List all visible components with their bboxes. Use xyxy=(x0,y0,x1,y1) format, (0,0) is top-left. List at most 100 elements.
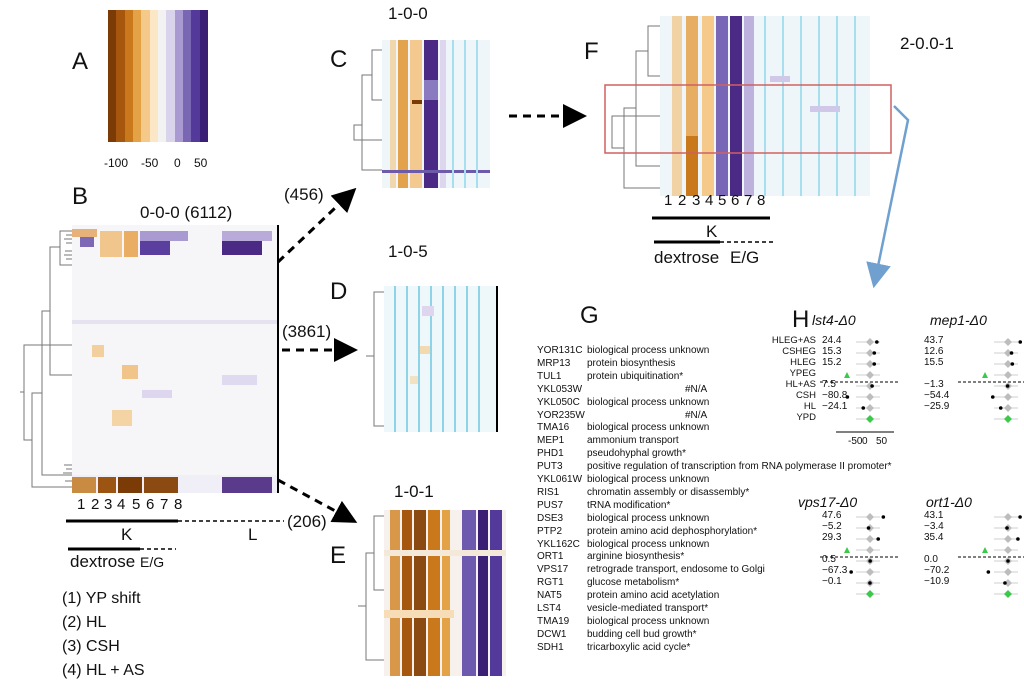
dot-plot-value: 0.0 xyxy=(924,554,938,565)
panel-b-col-5: 5 xyxy=(132,496,141,513)
dot-plot-point xyxy=(872,351,877,355)
panel-f-col-3: 3 xyxy=(692,192,701,209)
panel-f-highlight-box xyxy=(604,84,892,154)
dot-plot-triangle xyxy=(982,372,988,378)
dot-plot-value: −80.8 xyxy=(822,390,848,401)
panel-f-title: 2-0.0-1 xyxy=(900,34,954,53)
gene-process: protein amino acid dephosphorylation* xyxy=(587,525,758,537)
panel-f-heatmap xyxy=(660,16,870,196)
gene-process: tRNA modification* xyxy=(587,499,671,511)
panel-b-dendrogram xyxy=(20,230,72,488)
dot-plot-point xyxy=(990,395,995,399)
dot-plot-point xyxy=(1010,362,1015,366)
gene-process: biological process unknown xyxy=(587,615,710,627)
gene-name: YKL053W xyxy=(537,383,583,395)
plot-3-title: vps17-Δ0 xyxy=(798,494,858,510)
dot-plot-3 xyxy=(820,513,898,598)
panel-b-col-8: 8 xyxy=(174,496,183,513)
gene-name: TUL1 xyxy=(537,370,562,382)
dot-plot-value: −0.1 xyxy=(822,576,842,587)
dot-plot-value: 35.4 xyxy=(924,532,944,543)
gene-process: biological process unknown xyxy=(587,345,710,356)
scale-tick-3: 0 xyxy=(174,156,181,170)
panel-d-count: (3861) xyxy=(282,322,332,341)
gene-process: arginine biosynthesis* xyxy=(587,551,685,563)
dot-plot-row-label: YPD xyxy=(796,412,816,423)
scale-stripe xyxy=(199,10,208,142)
dot-plot-point xyxy=(1016,537,1020,541)
gene-name: NAT5 xyxy=(537,590,562,602)
panel-f-eg: E/G xyxy=(730,248,760,267)
gene-name: YKL050C xyxy=(537,396,580,408)
gene-name: MEP1 xyxy=(537,435,565,447)
panel-b-eg: E/G xyxy=(140,554,165,570)
panel-b-col-4: 4 xyxy=(117,496,126,513)
gene-name: TMA19 xyxy=(537,615,570,627)
dot-plot-diamond xyxy=(866,393,874,401)
gene-na: #N/A xyxy=(685,409,708,421)
panel-d-dendrogram xyxy=(366,291,384,427)
gene-name: ORT1 xyxy=(537,551,564,563)
panel-d-row-marks xyxy=(496,286,498,432)
dot-plot-point xyxy=(881,515,886,519)
dot-plot-point xyxy=(1005,526,1009,530)
panel-c-dendrogram xyxy=(353,49,382,171)
gene-name: YKL162C xyxy=(537,538,580,550)
dot-plot-point xyxy=(986,570,991,574)
dot-plot-diamond xyxy=(866,360,874,368)
gene-name: DCW1 xyxy=(537,628,567,640)
panel-d-heatmap xyxy=(384,286,496,432)
panel-c-letter: C xyxy=(330,46,348,73)
panel-c-heatmap xyxy=(382,40,490,188)
dot-plot-diamond xyxy=(1004,404,1012,412)
dot-plot-value: −24.1 xyxy=(822,401,848,412)
panel-b-row-marks xyxy=(277,225,279,493)
scale-stripe xyxy=(157,10,167,142)
panel-b-heatmap xyxy=(72,225,277,493)
dot-plot-value: 43.1 xyxy=(924,510,944,521)
dot-plot-point xyxy=(849,570,853,574)
gene-name: PUT3 xyxy=(537,461,563,473)
dot-plot-point xyxy=(1009,351,1014,355)
gene-process: ammonium transport xyxy=(587,435,679,447)
panel-c-title: 1-0-0 xyxy=(388,4,428,23)
dot-plot-xtick: -50 xyxy=(848,436,863,447)
panel-b-col-6: 6 xyxy=(146,496,155,513)
dot-plot-diamond xyxy=(1004,590,1012,598)
panel-f-col-1: 1 xyxy=(664,192,673,209)
scale-tick-1: -100 xyxy=(104,156,129,170)
panel-b-letter: B xyxy=(72,183,89,210)
dot-plot-diamond xyxy=(866,349,874,357)
dot-plot-value: 29.3 xyxy=(822,532,842,543)
gene-process: tricarboxylic acid cycle* xyxy=(587,641,691,653)
scale-stripe xyxy=(174,10,183,142)
scale-stripe xyxy=(182,10,192,142)
dot-plot-value: −54.4 xyxy=(924,390,950,401)
panel-f-cells xyxy=(660,16,870,196)
dot-plot-value: 0.5 xyxy=(822,554,836,565)
panel-b-group-bars xyxy=(66,519,284,551)
dot-plot-value: 15.2 xyxy=(822,357,842,368)
dot-plot-point xyxy=(1018,340,1023,344)
dot-plot-point xyxy=(845,395,850,399)
panel-f-col-2: 2 xyxy=(678,192,687,209)
dot-plot-triangle xyxy=(844,372,850,378)
panel-f-dextrose: dextrose xyxy=(654,248,720,267)
dot-plot-row-label: HLEG xyxy=(790,357,816,368)
panel-d-cells xyxy=(384,286,496,432)
panel-b-group-k: K xyxy=(121,525,133,544)
arrows-b-to-cde xyxy=(276,187,358,523)
panel-f-group-bars xyxy=(652,216,774,244)
panel-c-count: (456) xyxy=(284,185,324,204)
dot-plot-row-label: HLEG+AS xyxy=(771,335,816,346)
gene-na: #N/A xyxy=(685,383,708,395)
scale-stripe xyxy=(108,10,117,142)
panel-f-letter: F xyxy=(584,38,599,65)
plot-2-title: mep1-Δ0 xyxy=(930,312,987,328)
gene-name: DSE3 xyxy=(537,512,564,524)
dot-plot-point xyxy=(1005,384,1010,388)
dot-plot-4 xyxy=(958,513,1024,598)
dot-plot-diamond xyxy=(866,382,874,390)
panel-a-letter: A xyxy=(72,48,89,75)
panel-b-col-3: 3 xyxy=(104,496,113,513)
